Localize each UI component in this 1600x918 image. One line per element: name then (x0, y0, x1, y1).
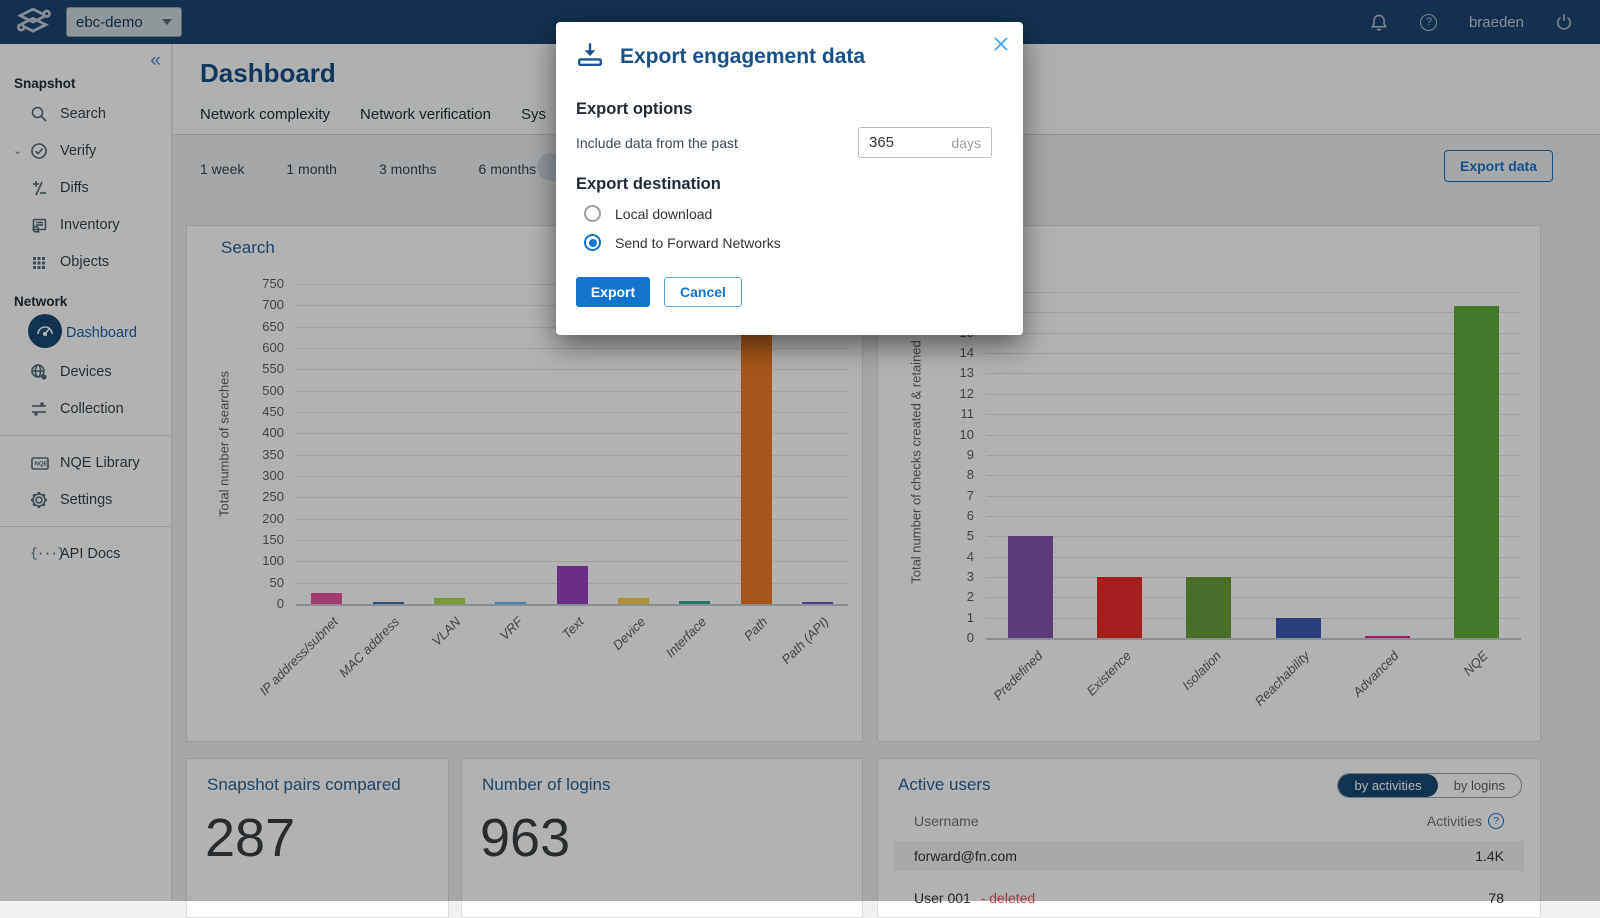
radio-send-to-forward-networks[interactable]: Send to Forward Networks (584, 234, 781, 251)
export-button[interactable]: Export (576, 277, 650, 307)
days-value: 365 (869, 134, 894, 151)
radio-button[interactable] (584, 234, 601, 251)
close-icon[interactable] (993, 36, 1009, 52)
days-unit: days (951, 135, 981, 151)
days-label: Include data from the past (576, 135, 738, 151)
export-engagement-modal: Export engagement data Export options In… (556, 22, 1023, 335)
download-icon (576, 40, 604, 73)
export-options-heading: Export options (576, 100, 692, 119)
modal-title: Export engagement data (620, 45, 865, 69)
radio-local-download[interactable]: Local download (584, 205, 712, 222)
radio-button[interactable] (584, 205, 601, 222)
cancel-button[interactable]: Cancel (664, 277, 742, 307)
days-input[interactable]: 365 days (858, 127, 992, 158)
export-destination-heading: Export destination (576, 175, 721, 194)
radio-label: Send to Forward Networks (615, 235, 781, 251)
radio-label: Local download (615, 206, 712, 222)
